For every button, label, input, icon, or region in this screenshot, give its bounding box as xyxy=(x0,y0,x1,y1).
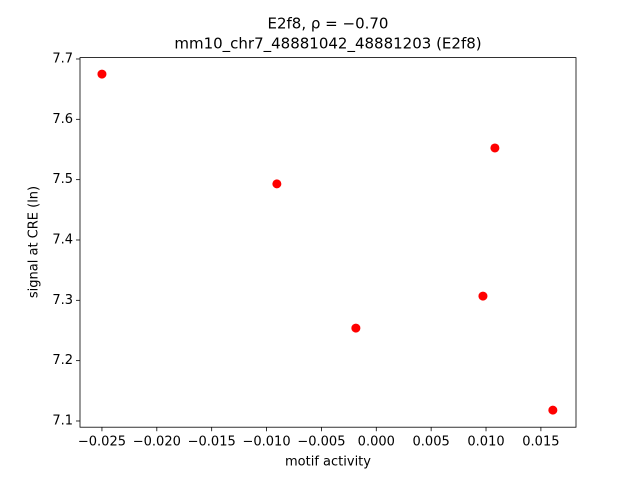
y-tick-label: 7.2 xyxy=(52,353,73,368)
point xyxy=(548,405,558,415)
x-tick-label: 0.010 xyxy=(467,435,504,450)
point xyxy=(97,69,107,79)
x-tick-label: −0.010 xyxy=(242,435,290,450)
x-tick-label: −0.025 xyxy=(78,435,126,450)
y-axis-label: signal at CRE (ln) xyxy=(27,186,42,298)
x-tick-label: 0.005 xyxy=(413,435,450,450)
y-tick-label: 7.5 xyxy=(52,172,73,187)
point xyxy=(272,179,282,189)
chart-title: E2f8, ρ = −0.70 xyxy=(268,15,389,33)
x-tick-label: 0.015 xyxy=(522,435,559,450)
x-axis-label: motif activity xyxy=(285,455,371,470)
plot-frame xyxy=(79,57,577,428)
y-tick-label: 7.7 xyxy=(52,51,73,66)
x-tick-label: 0.000 xyxy=(358,435,395,450)
point xyxy=(490,143,500,153)
chart-subtitle: mm10_chr7_48881042_48881203 (E2f8) xyxy=(174,35,481,54)
y-tick-label: 7.1 xyxy=(52,413,73,428)
x-tick-label: −0.015 xyxy=(188,435,236,450)
y-tick-label: 7.3 xyxy=(52,293,73,308)
y-tick-label: 7.4 xyxy=(52,232,73,247)
point xyxy=(478,291,488,301)
x-tick-label: −0.020 xyxy=(133,435,181,450)
x-tick-label: −0.005 xyxy=(297,435,345,450)
point xyxy=(351,323,361,333)
y-tick-label: 7.6 xyxy=(52,112,73,127)
